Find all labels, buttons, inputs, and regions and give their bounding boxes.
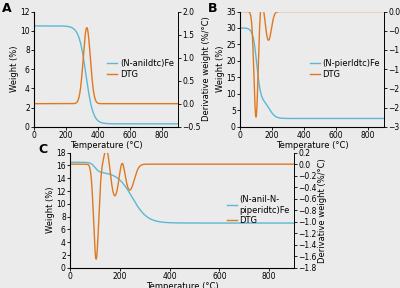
Y-axis label: Weight (%): Weight (%)	[46, 187, 55, 234]
Text: A: A	[2, 2, 12, 15]
Y-axis label: Derivative weight (%/°C): Derivative weight (%/°C)	[202, 17, 211, 122]
Legend: (N-pierldtc)Fe, DTG: (N-pierldtc)Fe, DTG	[310, 59, 380, 79]
Legend: (N-anil-N-
piperidtc)Fe, DTG: (N-anil-N- piperidtc)Fe, DTG	[227, 195, 290, 225]
X-axis label: Temperature (°C): Temperature (°C)	[146, 283, 218, 288]
Text: C: C	[39, 143, 48, 156]
Text: B: B	[208, 2, 218, 15]
Y-axis label: Derivative weight (%/°C): Derivative weight (%/°C)	[318, 158, 327, 263]
X-axis label: Temperature (°C): Temperature (°C)	[70, 141, 142, 150]
X-axis label: Temperature (°C): Temperature (°C)	[276, 141, 348, 150]
Y-axis label: Weight (%): Weight (%)	[10, 46, 19, 92]
Y-axis label: Weight (%): Weight (%)	[216, 46, 225, 92]
Legend: (N-anildtc)Fe, DTG: (N-anildtc)Fe, DTG	[107, 59, 174, 79]
